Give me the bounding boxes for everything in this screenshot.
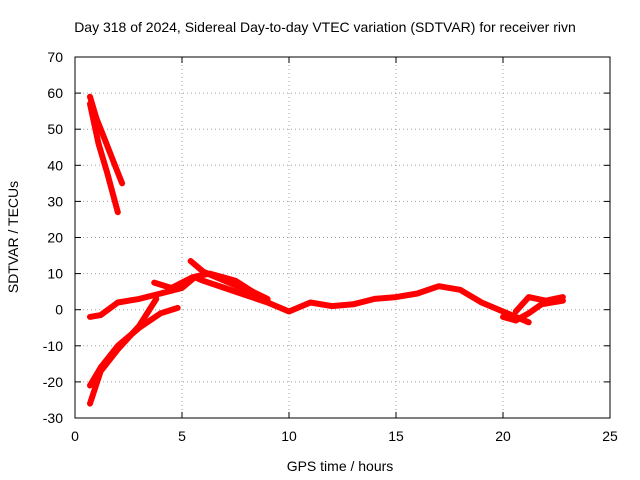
- y-tick-label: -20: [43, 374, 63, 390]
- grid: [75, 57, 610, 418]
- series-track-8: [512, 294, 566, 315]
- y-tick-label: 60: [47, 85, 63, 101]
- series-track-2: [87, 100, 121, 216]
- x-tick-label: 20: [495, 428, 511, 444]
- y-tick-label: 10: [47, 266, 63, 282]
- x-tick-label: 25: [602, 428, 618, 444]
- series-track-5: [87, 304, 181, 389]
- y-axis-label: SDTVAR / TECUs: [5, 181, 21, 293]
- x-tick-label: 15: [388, 428, 404, 444]
- series-track-3: [87, 274, 532, 326]
- axis-ticks: -30 -20 -10 0 10 20 30 40 50 60 70 0 5 10 15 20 25: [43, 49, 618, 444]
- y-tick-label: 40: [47, 157, 63, 173]
- x-axis-label: GPS time / hours: [287, 458, 394, 474]
- y-tick-label: 0: [55, 302, 63, 318]
- chart-title: Day 318 of 2024, Sidereal Day-to-day VTE…: [74, 19, 576, 35]
- series-track-9: [500, 297, 566, 324]
- y-tick-label: -10: [43, 338, 63, 354]
- series-track-7: [187, 258, 271, 304]
- x-tick-label: 5: [178, 428, 186, 444]
- y-tick-label: 20: [47, 230, 63, 246]
- x-tick-label: 10: [281, 428, 297, 444]
- y-tick-label: 50: [47, 121, 63, 137]
- y-tick-label: -30: [43, 410, 63, 426]
- x-tick-label: 0: [71, 428, 79, 444]
- data-series: [87, 93, 566, 407]
- y-tick-label: 70: [47, 49, 63, 65]
- y-tick-label: 30: [47, 193, 63, 209]
